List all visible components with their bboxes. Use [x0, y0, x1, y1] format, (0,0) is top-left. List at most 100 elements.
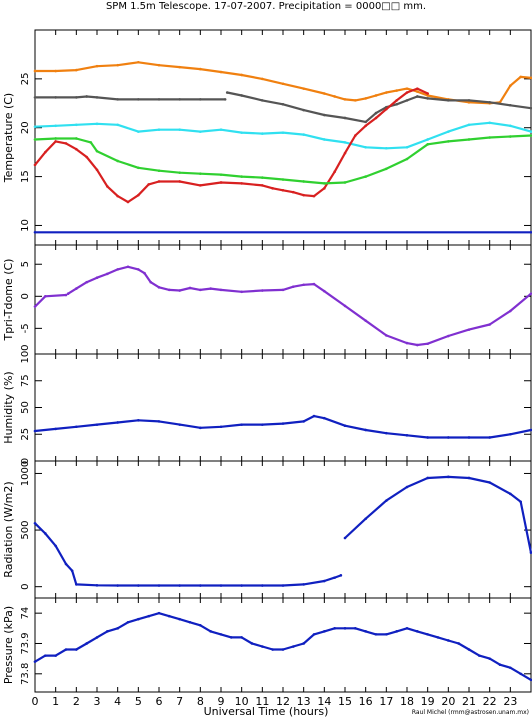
data-point [292, 285, 295, 288]
data-point [364, 517, 367, 521]
data-point [240, 290, 243, 294]
data-point [199, 184, 202, 187]
series-orange [33, 61, 532, 105]
x-tick-label: 0 [32, 695, 39, 708]
data-point [416, 95, 419, 98]
x-tick-label: 8 [197, 695, 204, 708]
data-point [354, 134, 357, 137]
data-point [509, 124, 512, 128]
data-point [54, 544, 57, 548]
data-point [426, 92, 429, 95]
data-point [199, 98, 202, 101]
data-point [44, 654, 47, 657]
x-tick-label: 17 [379, 695, 393, 708]
data-point [240, 584, 243, 587]
data-point [364, 630, 367, 633]
data-point [467, 648, 471, 651]
data-point [157, 169, 161, 173]
data-point [95, 423, 99, 426]
data-point [54, 137, 57, 140]
data-point [385, 633, 388, 636]
data-point [354, 627, 357, 630]
data-point [64, 293, 68, 297]
data-point [405, 157, 409, 161]
data-point [95, 122, 99, 126]
x-tick-label: 22 [483, 695, 497, 708]
panel-tpri-tdome: -5 0 5 Tpri-Tdome (C) [2, 244, 532, 355]
panel-frame [34, 597, 532, 693]
data-point [137, 268, 140, 271]
data-point [219, 128, 223, 131]
data-point [106, 272, 109, 276]
y-axis-label: Tpri-Tdome (C) [2, 259, 15, 342]
data-point [488, 323, 491, 326]
data-point [457, 642, 460, 645]
y-tick-label: 1000 [20, 461, 31, 486]
x-tick-label: 2 [73, 695, 80, 708]
data-point [261, 77, 264, 81]
data-point [240, 636, 243, 639]
data-point [178, 423, 181, 426]
x-tick-label: 1 [52, 695, 59, 708]
data-point [75, 96, 78, 99]
data-point [106, 630, 109, 633]
data-point [240, 175, 243, 178]
data-point [323, 182, 326, 185]
data-point [312, 633, 316, 636]
data-point [323, 92, 326, 95]
data-point [33, 138, 37, 141]
data-point [488, 136, 491, 139]
data-point [64, 562, 68, 566]
data-point [219, 70, 223, 74]
data-point [219, 633, 223, 636]
data-point [339, 574, 343, 577]
data-point [333, 170, 336, 174]
data-point [261, 132, 264, 135]
data-point [281, 584, 285, 587]
data-point [292, 645, 295, 648]
series-red [33, 87, 429, 204]
data-point [199, 426, 202, 430]
data-point [385, 499, 388, 502]
y-tick-label: 15 [20, 170, 31, 183]
x-tick-label: 4 [114, 695, 121, 708]
data-point [302, 283, 305, 287]
data-point [33, 125, 37, 129]
data-point [385, 431, 388, 435]
data-point [364, 97, 367, 100]
data-point [529, 106, 532, 110]
data-point [478, 654, 481, 657]
data-point [343, 536, 347, 540]
data-point [157, 180, 161, 183]
data-point [509, 432, 512, 436]
data-point [157, 98, 161, 101]
data-point [343, 116, 347, 120]
data-point [323, 416, 326, 420]
data-point [529, 428, 532, 432]
data-point [137, 193, 140, 197]
data-point [116, 268, 119, 271]
data-point [75, 648, 78, 651]
data-point [33, 163, 37, 167]
data-point [416, 343, 419, 347]
y-tick-label: 0 [20, 293, 31, 299]
data-point [126, 620, 130, 624]
data-point [89, 141, 93, 144]
data-point [271, 648, 274, 651]
data-point [33, 69, 37, 73]
data-point [33, 429, 37, 433]
data-point [95, 64, 99, 68]
data-point [447, 140, 450, 143]
data-point [137, 617, 140, 621]
data-point [519, 672, 522, 676]
x-tick-label: 11 [255, 695, 269, 708]
data-point [116, 584, 119, 587]
data-point [54, 427, 57, 431]
data-point [323, 138, 326, 141]
data-point [416, 90, 419, 93]
data-point [95, 96, 99, 99]
data-point [354, 99, 357, 102]
data-point [333, 627, 336, 630]
data-point [281, 131, 285, 134]
